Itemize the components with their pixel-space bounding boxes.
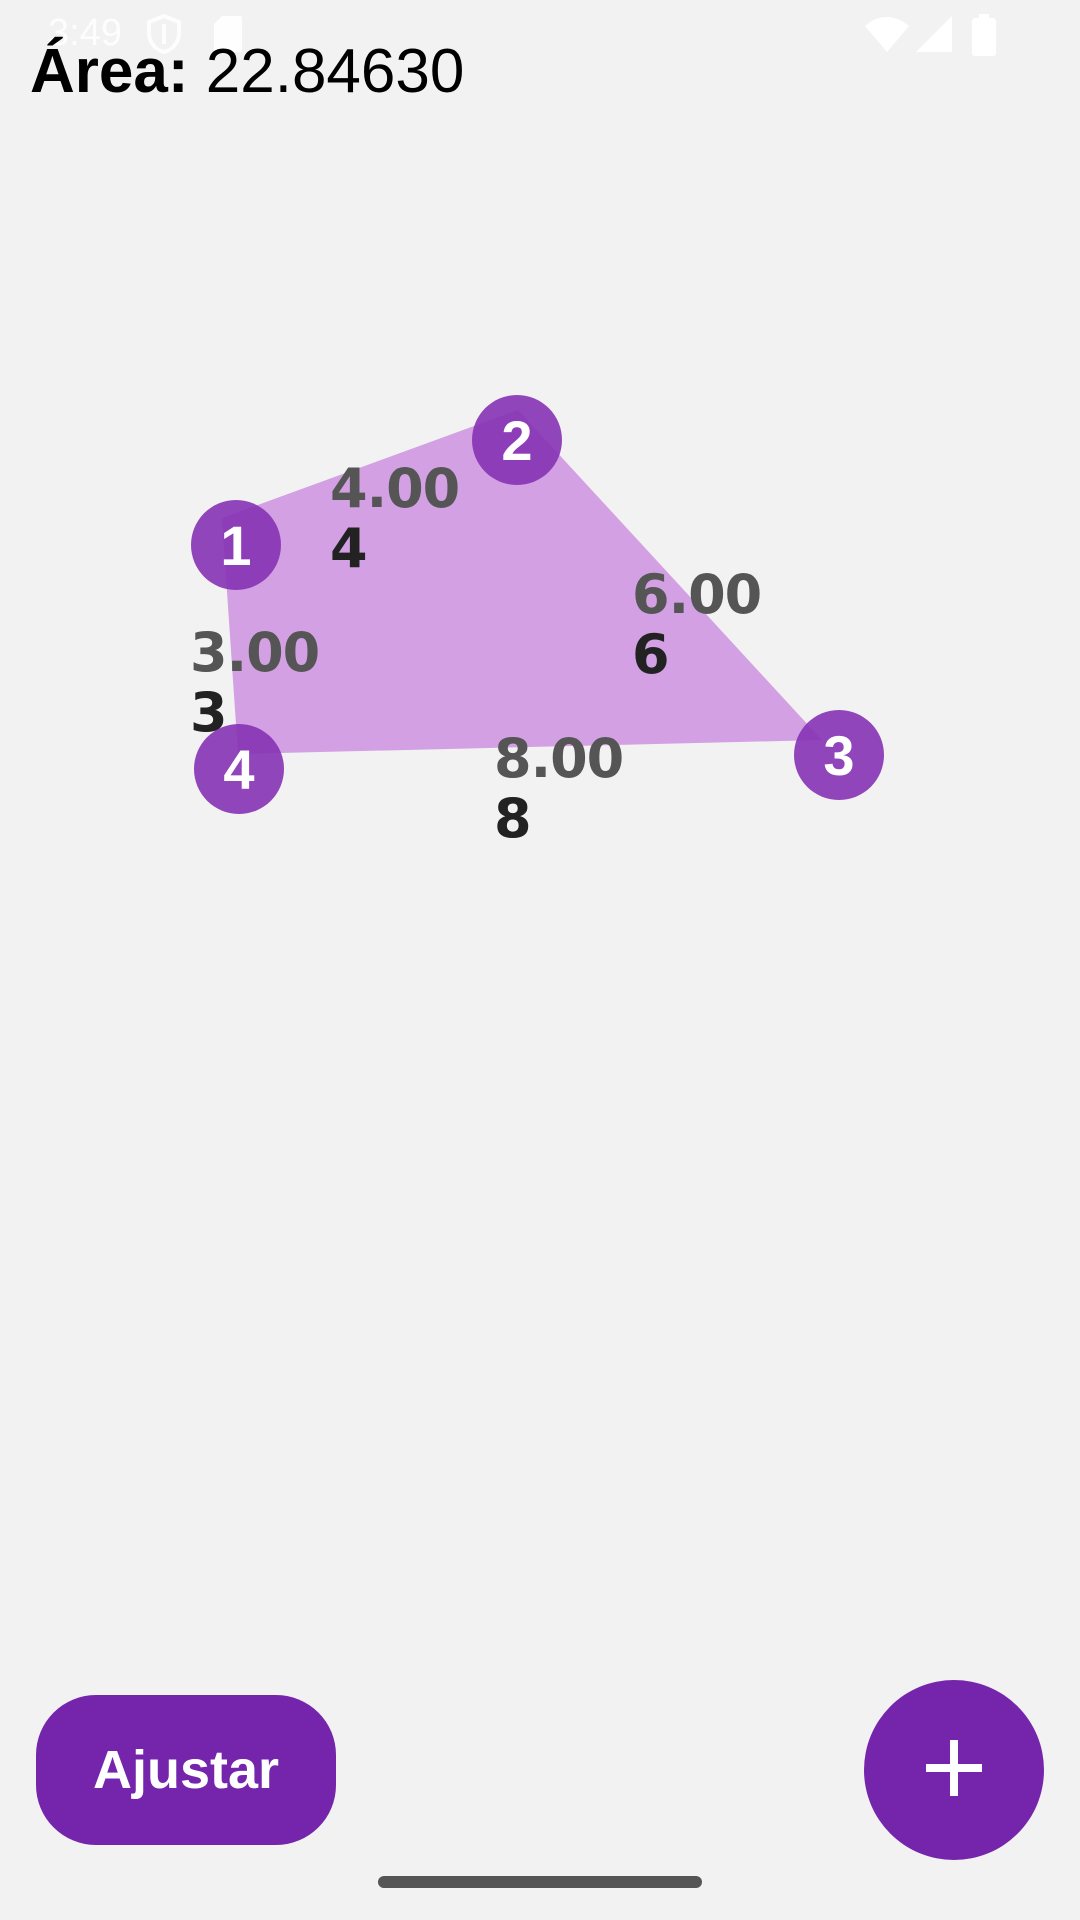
signal-icon [914,14,954,59]
edge-label-1-2: 4.00 4 [330,457,460,580]
add-vertex-button[interactable] [864,1680,1044,1860]
battery-icon [972,14,996,61]
sd-card-icon [212,14,244,59]
edge-number: 6 [632,623,670,686]
edge-number: 4 [330,517,368,580]
status-time: 3:49 [48,12,122,54]
vertex-handle-1[interactable]: 1 [191,500,281,590]
area-readout: Área: 22.84630 [30,36,464,107]
edge-length: 4.00 [330,457,460,520]
vertex-handle-2[interactable]: 2 [472,395,562,485]
vertex-handle-4[interactable]: 4 [194,724,284,814]
plus-icon [924,1738,984,1803]
wifi-icon [864,14,910,59]
home-indicator[interactable] [378,1876,702,1888]
vertex-handle-3[interactable]: 3 [794,710,884,800]
edge-length: 8.00 [494,727,624,790]
edge-label-4-1: 3.00 3 [190,621,320,740]
edge-length: 6.00 [632,563,762,626]
edge-label-3-4: 8.00 8 [494,727,624,850]
edge-label-2-3: 6.00 6 [632,563,762,686]
shield-icon [146,13,182,59]
area-value: 22.84630 [205,37,465,106]
area-label: Área: [30,37,189,106]
status-bar: 3:49 [0,0,1080,70]
adjust-button[interactable]: Ajustar [36,1695,336,1845]
edge-number: 8 [494,787,532,850]
polygon-shape [222,410,822,754]
edge-length: 3.00 [190,621,320,684]
